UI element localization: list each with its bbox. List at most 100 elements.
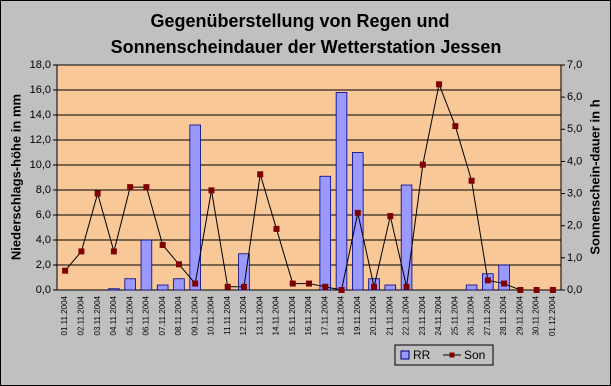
x-tick-label: 03.11.2004 <box>93 295 102 335</box>
x-tick-label: 14.11.2004 <box>272 295 281 335</box>
bar <box>156 284 169 291</box>
y-tick-label: 6,0 <box>36 209 51 221</box>
line-marker <box>175 261 182 268</box>
bar <box>352 152 364 291</box>
x-tick-label: 11.11.2004 <box>223 295 232 334</box>
y2-tick-label: 0,0 <box>567 284 582 296</box>
line-marker <box>436 81 443 88</box>
line-marker <box>192 280 199 287</box>
x-tick-label: 24.11.2004 <box>434 295 443 335</box>
y2-tick-label: 2,0 <box>567 220 582 232</box>
x-tick-label: 05.11.2004 <box>125 295 134 335</box>
line-marker <box>289 280 296 287</box>
line-marker <box>143 184 150 191</box>
line-marker <box>159 242 166 248</box>
x-tick-label: 12.11.2004 <box>239 295 248 335</box>
x-tick-label: 27.11.2004 <box>483 295 492 335</box>
x-tick-label: 16.11.2004 <box>304 295 313 335</box>
x-tick-label: 01.12.2004 <box>548 295 557 336</box>
x-tick-label: 22.11.2004 <box>402 295 411 335</box>
y-tick-label: 14,0 <box>30 109 51 121</box>
line-marker <box>94 190 101 197</box>
y-tick-label: 16,0 <box>30 84 51 96</box>
x-tick-label: 13.11.2004 <box>255 295 264 335</box>
bar <box>140 239 153 291</box>
y2-tick-label: 5,0 <box>567 123 582 135</box>
y-tick-label: 10,0 <box>30 159 51 171</box>
line-marker <box>208 187 215 194</box>
legend-label: Son <box>464 348 485 362</box>
line-marker <box>387 213 394 220</box>
line-marker <box>549 287 556 293</box>
line-marker <box>468 177 475 184</box>
bar <box>384 284 397 291</box>
line-marker <box>501 280 508 287</box>
x-tick-label: 29.11.2004 <box>515 295 524 335</box>
bar <box>400 184 413 291</box>
x-tick-label: 17.11.2004 <box>320 295 329 335</box>
line-marker <box>403 283 410 290</box>
line-marker <box>78 248 85 255</box>
x-tick-label: 30.11.2004 <box>532 295 541 335</box>
line-marker <box>110 248 117 255</box>
line-marker <box>354 209 361 216</box>
y-tick-label: 8,0 <box>36 184 51 196</box>
y2-tick-label: 1,0 <box>567 252 582 264</box>
y2-tick-label: 3,0 <box>567 187 582 199</box>
bar <box>335 92 348 291</box>
y-tick-label: 4,0 <box>36 234 51 246</box>
legend-label: RR <box>413 348 431 362</box>
line-marker <box>273 225 280 232</box>
x-tick-label: 08.11.2004 <box>174 295 183 335</box>
x-tick-label: 06.11.2004 <box>142 295 151 335</box>
legend-swatch <box>400 350 410 360</box>
x-tick-label: 28.11.2004 <box>499 295 508 335</box>
x-tick-label: 21.11.2004 <box>385 295 394 335</box>
line-marker <box>257 171 264 178</box>
line-marker <box>306 280 312 287</box>
x-tick-label: 10.11.2004 <box>207 295 216 335</box>
x-tick-label: 07.11.2004 <box>158 295 167 335</box>
line-marker <box>484 277 491 284</box>
line-marker <box>62 267 69 274</box>
x-tick-label: 18.11.2004 <box>337 295 346 335</box>
line-marker <box>371 283 378 290</box>
line-marker <box>338 287 345 293</box>
y2-axis-title: Sonnenschein-dauer in h <box>587 99 602 254</box>
bar <box>465 284 478 291</box>
x-tick-label: 25.11.2004 <box>450 295 459 335</box>
line-marker <box>322 283 329 290</box>
y-tick-label: 2,0 <box>36 259 51 271</box>
line-marker <box>533 287 540 293</box>
y-axis-title: Niederschlags-höhe in mm <box>8 94 23 260</box>
bar <box>498 264 510 291</box>
y2-tick-label: 4,0 <box>567 155 582 167</box>
x-tick-label: 09.11.2004 <box>190 295 199 335</box>
plot-area <box>56 64 562 291</box>
line-marker <box>517 287 524 293</box>
line-marker <box>127 184 134 191</box>
bar <box>173 278 185 291</box>
y2-tick-label: 7,0 <box>567 59 582 71</box>
y-tick-label: 0,0 <box>36 284 51 296</box>
bar <box>319 175 332 291</box>
y-tick-label: 12,0 <box>30 134 51 146</box>
x-tick-label: 19.11.2004 <box>353 295 362 335</box>
bar <box>124 278 136 291</box>
legend-swatch <box>449 352 455 358</box>
x-tick-label: 04.11.2004 <box>109 295 118 335</box>
y-tick-label: 18,0 <box>30 59 51 71</box>
x-tick-label: 20.11.2004 <box>369 295 378 335</box>
x-tick-label: 23.11.2004 <box>418 295 427 335</box>
chart-title: Sonnenscheindauer der Wetterstation Jess… <box>111 37 502 57</box>
line-marker <box>240 283 247 290</box>
y2-tick-label: 6,0 <box>567 91 582 103</box>
chart-title: Gegenüberstellung von Regen und <box>150 11 449 31</box>
bar <box>189 124 201 291</box>
bar <box>238 253 250 291</box>
line-marker <box>452 123 459 130</box>
x-tick-label: 15.11.2004 <box>288 295 297 335</box>
line-marker <box>224 283 231 290</box>
